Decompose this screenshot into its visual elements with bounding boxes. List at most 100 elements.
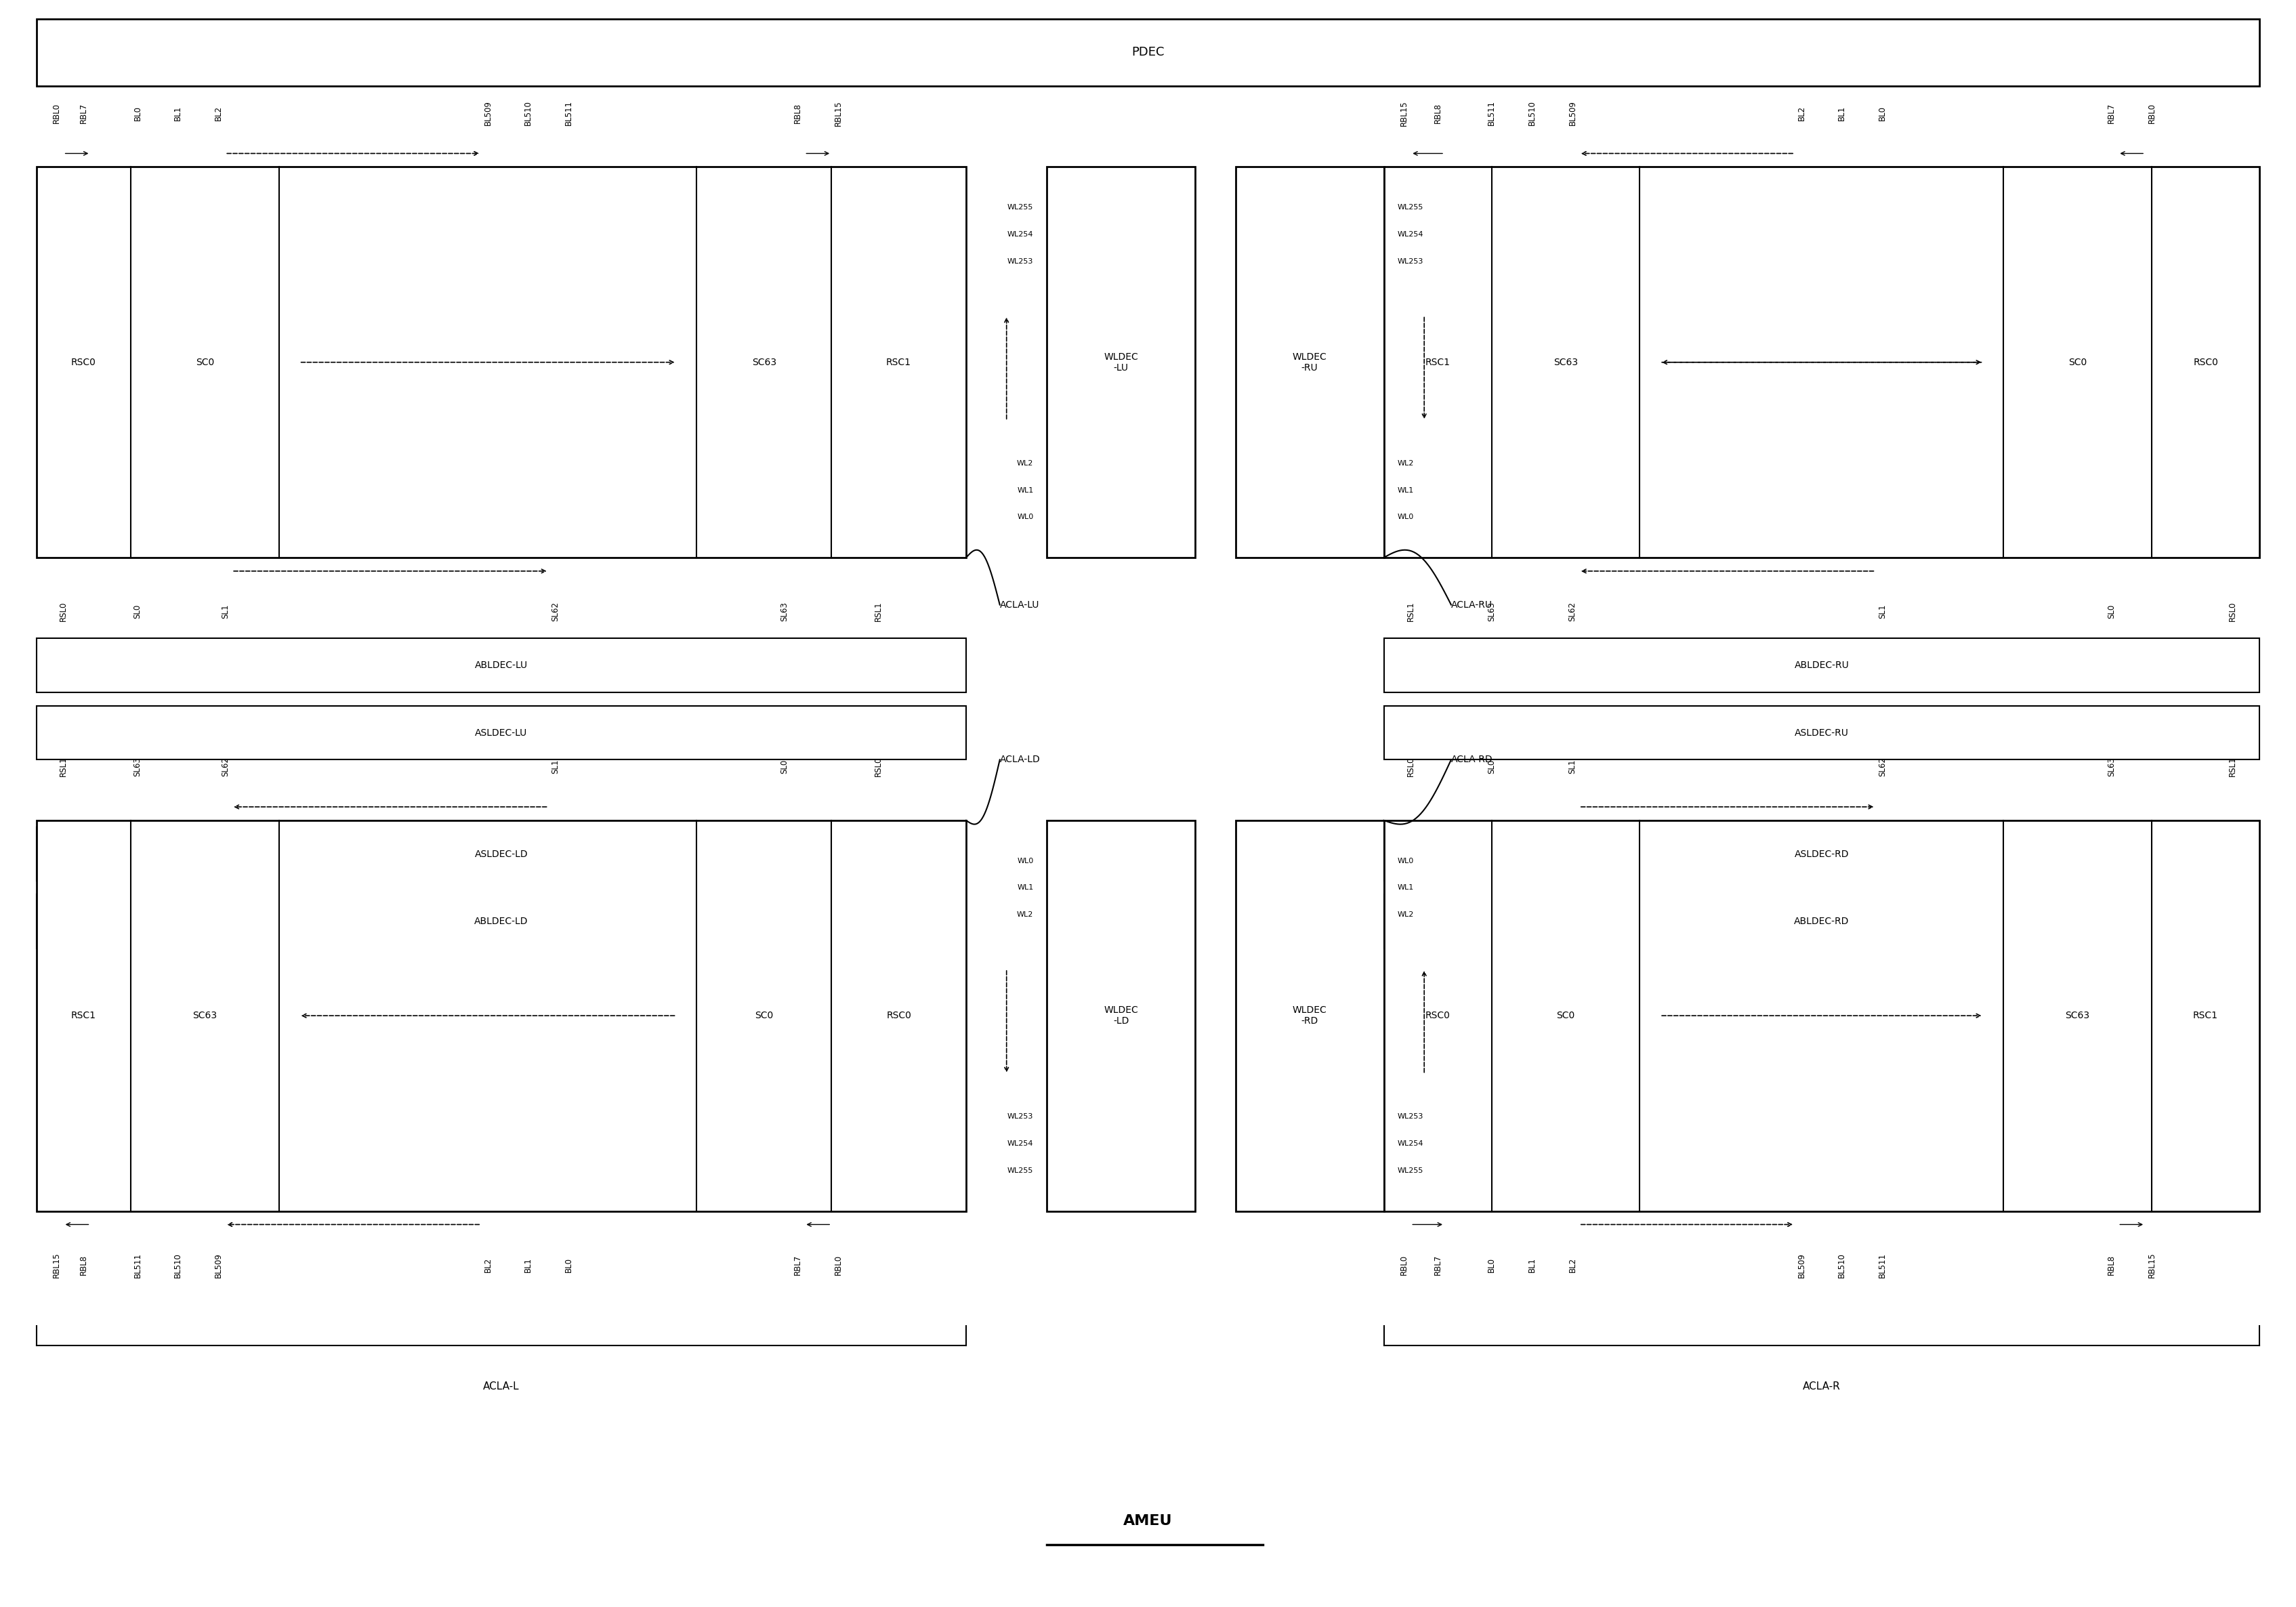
- Text: WL253: WL253: [1008, 257, 1033, 265]
- Text: WL0: WL0: [1017, 858, 1033, 865]
- Text: WL2: WL2: [1017, 911, 1033, 918]
- Text: ABLDEC-RU: ABLDEC-RU: [1793, 660, 1848, 670]
- Text: BL510: BL510: [1527, 101, 1536, 125]
- Text: RSC1: RSC1: [71, 1011, 96, 1020]
- Bar: [1384, 167, 2259, 558]
- Text: RSC1: RSC1: [1426, 357, 1451, 366]
- Bar: [1047, 820, 1196, 1212]
- Text: BL1: BL1: [523, 1257, 533, 1273]
- Text: WL1: WL1: [1017, 884, 1033, 892]
- Text: ABLDEC-LU: ABLDEC-LU: [475, 660, 528, 670]
- Text: BL510: BL510: [174, 1252, 181, 1278]
- Text: SC0: SC0: [195, 357, 214, 366]
- Text: SL62: SL62: [220, 757, 230, 776]
- Text: BL0: BL0: [565, 1258, 574, 1273]
- Text: WL2: WL2: [1398, 911, 1414, 918]
- Bar: [1235, 820, 1384, 1212]
- Text: BL1: BL1: [1527, 1257, 1536, 1273]
- Text: BL0: BL0: [133, 106, 142, 121]
- Text: RSC0: RSC0: [886, 1011, 912, 1020]
- Bar: [37, 638, 967, 693]
- Text: BL2: BL2: [484, 1257, 491, 1273]
- Text: BL1: BL1: [1837, 106, 1846, 121]
- Text: BL509: BL509: [1798, 1252, 1807, 1278]
- Text: RSC1: RSC1: [886, 357, 912, 366]
- Text: RBL0: RBL0: [1401, 1255, 1407, 1274]
- Text: WL2: WL2: [1398, 460, 1414, 466]
- Text: ACLA-LD: ACLA-LD: [999, 755, 1040, 765]
- Text: RBL0: RBL0: [2147, 103, 2156, 124]
- Text: SC63: SC63: [2066, 1011, 2089, 1020]
- Text: WL254: WL254: [1008, 1141, 1033, 1147]
- Text: ASLDEC-LD: ASLDEC-LD: [475, 848, 528, 858]
- Text: RBL7: RBL7: [1433, 1255, 1442, 1276]
- Text: SL1: SL1: [551, 759, 560, 773]
- Text: WLDEC
-RD: WLDEC -RD: [1293, 1006, 1327, 1025]
- Text: RBL15: RBL15: [2147, 1252, 2156, 1278]
- Bar: [37, 705, 967, 760]
- Text: WL255: WL255: [1398, 1167, 1424, 1175]
- Text: RSL0: RSL0: [875, 757, 884, 776]
- Text: RSL1: RSL1: [2227, 757, 2236, 776]
- Bar: [1384, 828, 2259, 881]
- Text: WL255: WL255: [1008, 1167, 1033, 1175]
- Text: RBL8: RBL8: [80, 1255, 87, 1274]
- Text: ACLA-R: ACLA-R: [1802, 1380, 1841, 1392]
- Text: WL1: WL1: [1398, 487, 1414, 493]
- Text: BL511: BL511: [1488, 101, 1497, 125]
- Text: WL253: WL253: [1008, 1114, 1033, 1120]
- Text: BL0: BL0: [1488, 1258, 1497, 1273]
- Text: WL253: WL253: [1398, 1114, 1424, 1120]
- Text: RSL0: RSL0: [60, 601, 69, 622]
- Bar: [37, 167, 967, 558]
- Text: SL63: SL63: [133, 757, 142, 776]
- Text: WLDEC
-LU: WLDEC -LU: [1104, 352, 1139, 373]
- Text: BL2: BL2: [214, 106, 223, 121]
- Text: WL0: WL0: [1398, 858, 1414, 865]
- Text: RBL8: RBL8: [794, 103, 801, 124]
- Text: WL254: WL254: [1398, 1141, 1424, 1147]
- Bar: [37, 19, 2259, 87]
- Text: WL253: WL253: [1398, 257, 1424, 265]
- Text: RBL8: RBL8: [1433, 103, 1442, 124]
- Text: BL1: BL1: [174, 106, 181, 121]
- Text: SL1: SL1: [1878, 604, 1887, 619]
- Text: WL0: WL0: [1398, 514, 1414, 521]
- Text: RSC0: RSC0: [71, 357, 96, 366]
- Text: BL0: BL0: [1878, 106, 1887, 121]
- Text: RSC0: RSC0: [1426, 1011, 1451, 1020]
- Text: WLDEC
-LD: WLDEC -LD: [1104, 1006, 1139, 1025]
- Text: SC63: SC63: [1554, 357, 1577, 366]
- Text: RBL7: RBL7: [2108, 103, 2115, 124]
- Text: ABLDEC-RD: ABLDEC-RD: [1793, 916, 1848, 926]
- Text: RSL0: RSL0: [1407, 757, 1414, 776]
- Bar: [37, 895, 967, 948]
- Text: SL1: SL1: [220, 604, 230, 619]
- Bar: [1384, 820, 2259, 1212]
- Text: RBL0: RBL0: [833, 1255, 843, 1274]
- Text: BL510: BL510: [1837, 1252, 1846, 1278]
- Bar: [1235, 167, 1384, 558]
- Text: BL511: BL511: [1878, 1252, 1887, 1278]
- Text: ACLA-RD: ACLA-RD: [1451, 755, 1492, 765]
- Text: WL255: WL255: [1008, 204, 1033, 211]
- Text: WL0: WL0: [1017, 514, 1033, 521]
- Text: ACLA-RU: ACLA-RU: [1451, 599, 1492, 609]
- Text: SL0: SL0: [2108, 604, 2115, 619]
- Text: BL510: BL510: [523, 101, 533, 125]
- Text: SL1: SL1: [1568, 759, 1577, 773]
- Text: RSL1: RSL1: [1407, 601, 1414, 622]
- Text: ASLDEC-RU: ASLDEC-RU: [1795, 728, 1848, 738]
- Bar: [1384, 638, 2259, 693]
- Text: BL509: BL509: [484, 101, 491, 125]
- Text: RBL8: RBL8: [2108, 1255, 2115, 1274]
- Text: ACLA-LU: ACLA-LU: [999, 599, 1040, 609]
- Text: RSC0: RSC0: [2193, 357, 2218, 366]
- Text: RSL1: RSL1: [60, 757, 69, 776]
- Text: SL62: SL62: [1568, 601, 1577, 622]
- Text: BL2: BL2: [1568, 1257, 1577, 1273]
- Bar: [1384, 705, 2259, 760]
- Text: BL511: BL511: [565, 101, 574, 125]
- Text: WL254: WL254: [1398, 231, 1424, 238]
- Text: WL255: WL255: [1398, 204, 1424, 211]
